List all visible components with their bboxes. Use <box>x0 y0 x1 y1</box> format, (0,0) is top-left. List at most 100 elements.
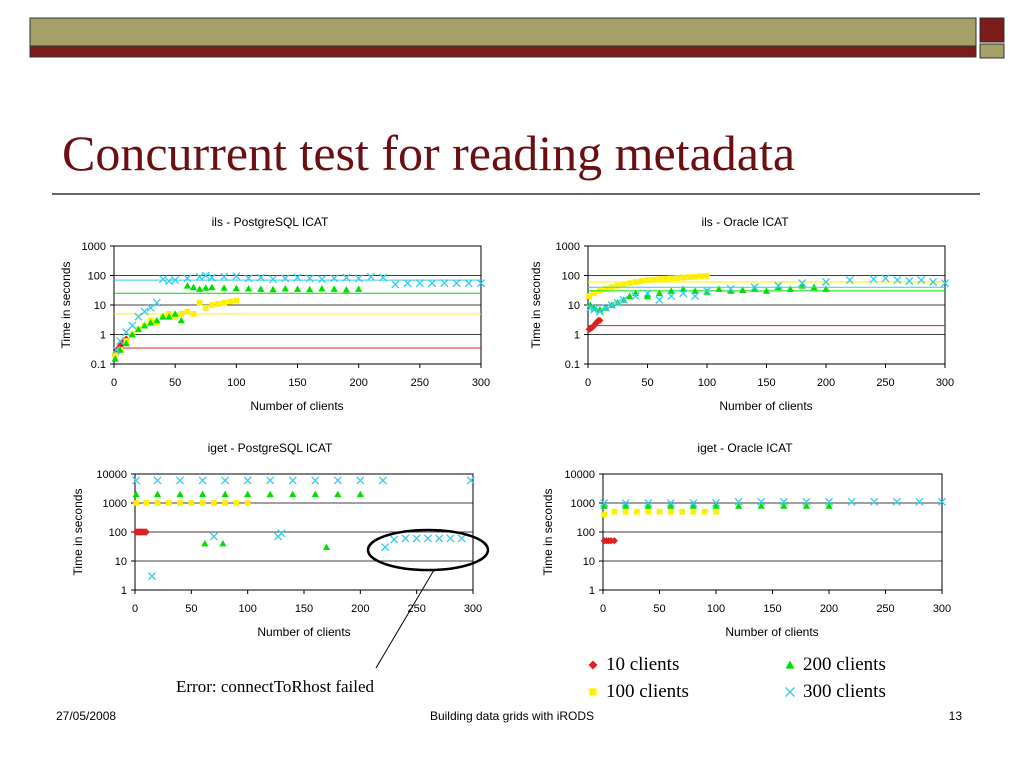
data-point <box>440 279 449 288</box>
y-tick-label: 10 <box>94 300 106 312</box>
series-300-clients <box>132 476 475 581</box>
data-point <box>305 274 314 283</box>
data-point <box>656 508 663 515</box>
data-point <box>208 302 215 308</box>
data-point <box>822 285 830 292</box>
data-point <box>940 279 950 288</box>
data-point <box>198 476 207 485</box>
data-point <box>281 284 289 292</box>
data-point <box>244 500 251 506</box>
data-point <box>870 497 879 506</box>
data-point <box>177 500 183 506</box>
series-300-clients <box>586 274 950 316</box>
legend-item: 100 clients <box>589 681 689 702</box>
series-100-clients <box>133 500 251 506</box>
error-annotation: Error: connectToRhost failed <box>176 677 375 696</box>
series-200-clients <box>600 502 833 509</box>
data-point <box>726 284 735 294</box>
data-point <box>244 284 253 292</box>
data-point <box>464 279 473 288</box>
series-300-clients <box>600 497 947 508</box>
data-point <box>379 273 388 282</box>
data-point <box>596 305 604 313</box>
data-point <box>666 498 675 508</box>
x-tick-label: 300 <box>464 603 482 615</box>
data-point <box>219 539 227 547</box>
data-point <box>391 280 400 289</box>
data-point <box>643 292 652 299</box>
data-point <box>403 279 412 288</box>
data-point <box>277 529 286 538</box>
data-point <box>165 500 172 506</box>
data-point <box>610 537 618 545</box>
x-tick-label: 100 <box>227 377 245 389</box>
footer-date: 27/05/2008 <box>56 709 116 723</box>
data-point <box>171 276 180 285</box>
data-point <box>655 289 663 297</box>
x-tick-label: 150 <box>763 603 781 615</box>
y-axis-label: Time in seconds <box>541 489 555 576</box>
x-axis-label: Number of clients <box>250 399 343 413</box>
data-point <box>802 497 811 506</box>
data-point <box>626 292 634 299</box>
data-point <box>356 476 365 485</box>
data-point <box>715 285 723 292</box>
data-point <box>146 303 155 312</box>
data-point <box>638 278 645 284</box>
data-point <box>622 502 630 509</box>
error-callout-ellipse <box>366 528 490 572</box>
y-tick-label: 10 <box>568 300 580 312</box>
data-point <box>476 279 486 288</box>
data-point <box>825 502 833 509</box>
data-point <box>354 274 363 283</box>
data-point <box>929 277 938 287</box>
data-point <box>257 285 265 292</box>
data-point <box>342 273 351 282</box>
banner-maroon-bar <box>29 45 977 58</box>
data-point <box>221 476 230 485</box>
data-point <box>644 502 652 509</box>
data-point <box>757 497 766 506</box>
data-point <box>227 298 234 305</box>
data-point <box>613 298 622 307</box>
x-tick-label: 200 <box>349 377 367 389</box>
chart-title: iget - PostgreSQL ICAT <box>208 441 333 455</box>
data-point <box>689 498 698 508</box>
data-point <box>446 534 455 543</box>
data-point <box>188 500 195 506</box>
x-axis-label: Number of clients <box>725 625 818 639</box>
data-point <box>786 285 794 292</box>
data-point <box>143 500 150 506</box>
data-point <box>735 502 743 509</box>
x-tick-label: 0 <box>111 377 117 389</box>
data-point <box>147 319 155 326</box>
data-point <box>701 508 708 515</box>
data-point <box>112 345 121 354</box>
data-point <box>702 286 712 295</box>
x-tick-label: 200 <box>351 603 369 615</box>
data-point <box>199 490 207 498</box>
data-point <box>631 292 640 301</box>
legend-item: 10 clients <box>588 654 679 675</box>
y-tick-label: 100 <box>109 527 127 539</box>
series-10-clients <box>132 528 150 536</box>
y-tick-label: 10000 <box>564 469 595 481</box>
data-point <box>621 498 630 508</box>
data-point <box>165 313 173 320</box>
data-point <box>586 293 593 299</box>
data-point <box>244 490 252 498</box>
data-point <box>196 299 203 306</box>
data-point <box>698 273 704 280</box>
chart-2: ils - Oracle ICAT 0.1 1 10 100 1000 0 50 100 150 2… <box>529 215 954 413</box>
x-tick-label: 300 <box>936 377 954 389</box>
data-point <box>128 330 136 338</box>
banner-corner-square <box>979 17 1005 43</box>
x-tick-label: 250 <box>876 377 894 389</box>
data-point <box>202 284 210 291</box>
data-point <box>704 272 710 279</box>
data-point <box>739 286 747 293</box>
data-point <box>176 490 184 498</box>
legend-marker <box>589 688 597 696</box>
x-tick-label: 100 <box>707 603 725 615</box>
legend-marker <box>588 660 598 670</box>
